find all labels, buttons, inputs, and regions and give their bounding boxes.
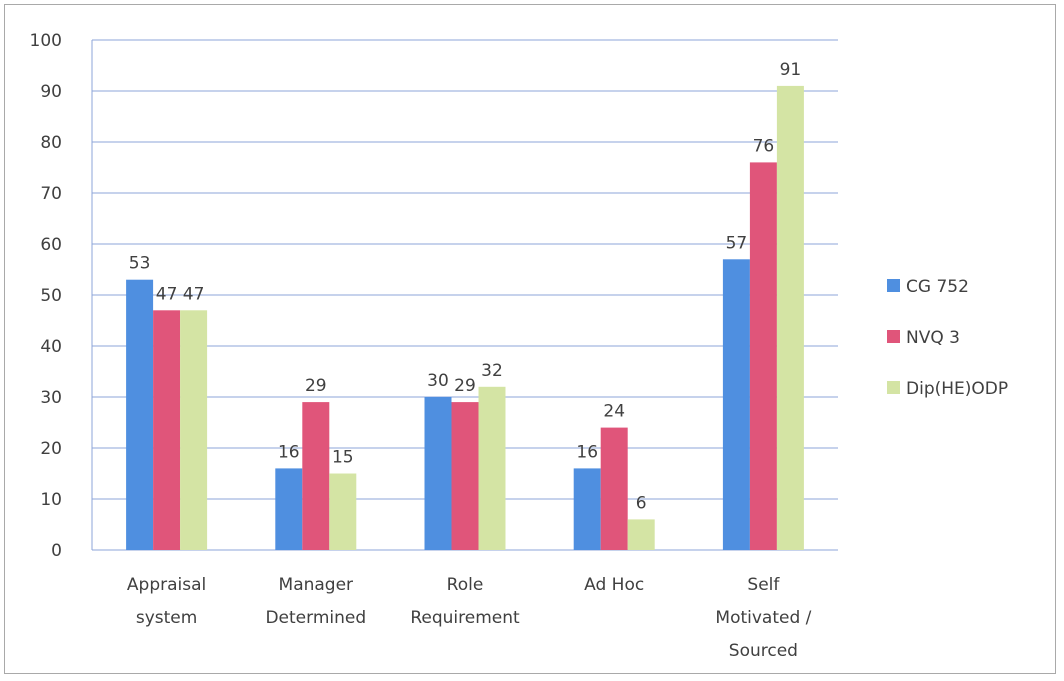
bar: [302, 402, 330, 550]
bar: [722, 259, 750, 550]
y-tick-label: 20: [40, 439, 62, 459]
x-category-label: system: [136, 608, 197, 628]
bar: [776, 85, 804, 551]
y-tick-label: 60: [40, 235, 62, 255]
bar: [627, 519, 655, 550]
legend-swatch: [887, 279, 900, 292]
gridlines: [92, 39, 838, 500]
data-label: 47: [183, 284, 205, 304]
legend-label: Dip(HE)ODP: [906, 379, 1008, 399]
y-tick-label: 90: [40, 82, 62, 102]
bar: [329, 473, 357, 550]
y-tick-label: 30: [40, 388, 62, 408]
data-label: 24: [603, 402, 625, 422]
bar: [600, 427, 628, 550]
data-label: 30: [427, 371, 449, 391]
x-category-label: Determined: [265, 608, 366, 628]
x-category-label: Sourced: [729, 641, 798, 661]
data-label: 47: [156, 284, 178, 304]
y-tick-label: 80: [40, 133, 62, 153]
x-category-label: Appraisal: [127, 575, 206, 595]
bar: [451, 402, 479, 550]
y-axis: 0 10 20 30 40 50 60 70 80 90 100: [30, 31, 838, 561]
x-category-label: Manager: [279, 575, 354, 595]
x-category-label: Ad Hoc: [584, 575, 644, 595]
bar: [478, 386, 506, 550]
data-label: 32: [481, 361, 503, 381]
y-tick-label: 40: [40, 337, 62, 357]
data-label: 29: [454, 376, 476, 396]
legend-swatch: [887, 330, 900, 343]
x-category-label: Requirement: [410, 608, 520, 628]
data-label: 16: [278, 442, 300, 462]
data-label: 53: [129, 254, 151, 274]
bar: [749, 162, 777, 550]
data-label: 6: [636, 493, 647, 513]
y-tick-label: 0: [51, 541, 62, 561]
data-label: 91: [780, 60, 802, 80]
bar: [424, 397, 452, 550]
x-category-label: Motivated /: [715, 608, 811, 628]
y-tick-label: 10: [40, 490, 62, 510]
bar: [153, 310, 181, 550]
bars: [126, 85, 804, 551]
bar: [126, 279, 154, 550]
y-tick-label: 100: [30, 31, 62, 51]
data-label: 57: [726, 233, 748, 253]
y-tick-label: 70: [40, 184, 62, 204]
bar: [275, 468, 303, 550]
legend-swatch: [887, 381, 900, 394]
legend-label: NVQ 3: [906, 328, 960, 348]
y-tick-label: 50: [40, 286, 62, 306]
data-label: 29: [305, 376, 327, 396]
legend-label: CG 752: [906, 277, 969, 297]
data-label: 16: [576, 442, 598, 462]
x-category-label: Self: [747, 575, 780, 595]
x-axis: Appraisal system Manager Determined Role Requ…: [127, 575, 812, 661]
data-label: 76: [753, 136, 775, 156]
legend: CG 752 NVQ 3 Dip(HE)ODP: [887, 277, 1008, 399]
bar: [573, 468, 601, 550]
data-label: 15: [332, 448, 354, 468]
bar: [180, 310, 208, 550]
x-category-label: Role: [447, 575, 484, 595]
